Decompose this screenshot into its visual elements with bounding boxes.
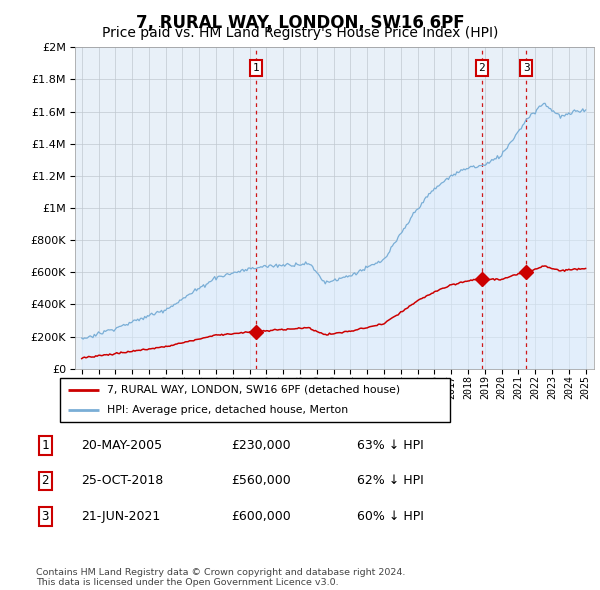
Text: 60% ↓ HPI: 60% ↓ HPI [357, 510, 424, 523]
Text: 2: 2 [478, 63, 485, 73]
Text: £600,000: £600,000 [231, 510, 291, 523]
Text: 7, RURAL WAY, LONDON, SW16 6PF (detached house): 7, RURAL WAY, LONDON, SW16 6PF (detached… [107, 385, 400, 395]
Text: 20-MAY-2005: 20-MAY-2005 [81, 439, 162, 452]
Text: 3: 3 [41, 510, 49, 523]
FancyBboxPatch shape [60, 378, 450, 422]
Text: 1: 1 [41, 439, 49, 452]
Text: £560,000: £560,000 [231, 474, 291, 487]
Text: 1: 1 [253, 63, 259, 73]
Text: £230,000: £230,000 [231, 439, 290, 452]
Text: 7, RURAL WAY, LONDON, SW16 6PF: 7, RURAL WAY, LONDON, SW16 6PF [136, 14, 464, 32]
Text: HPI: Average price, detached house, Merton: HPI: Average price, detached house, Mert… [107, 405, 348, 415]
Text: 62% ↓ HPI: 62% ↓ HPI [357, 474, 424, 487]
Text: 21-JUN-2021: 21-JUN-2021 [81, 510, 160, 523]
Text: 3: 3 [523, 63, 530, 73]
Text: 2: 2 [41, 474, 49, 487]
Text: Price paid vs. HM Land Registry's House Price Index (HPI): Price paid vs. HM Land Registry's House … [102, 26, 498, 40]
Text: 25-OCT-2018: 25-OCT-2018 [81, 474, 163, 487]
Text: 63% ↓ HPI: 63% ↓ HPI [357, 439, 424, 452]
Text: Contains HM Land Registry data © Crown copyright and database right 2024.
This d: Contains HM Land Registry data © Crown c… [36, 568, 406, 587]
